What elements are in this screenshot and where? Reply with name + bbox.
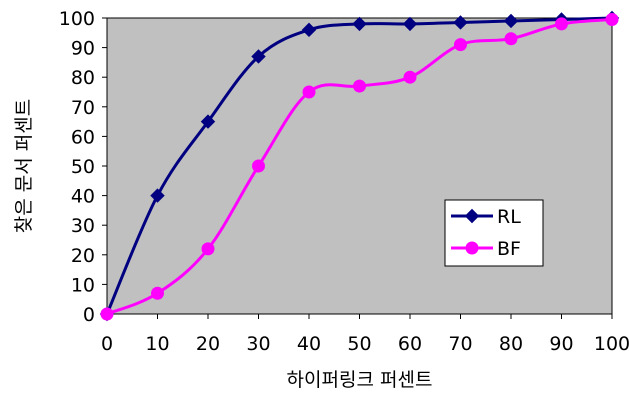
data-point	[503, 13, 519, 29]
data-point	[504, 32, 518, 46]
legend-label: BF	[497, 238, 521, 260]
data-point	[453, 15, 468, 30]
data-point	[150, 188, 165, 203]
y-tick-label: 20	[71, 245, 95, 267]
y-axis-title: 찾은 문서 퍼센트	[13, 99, 35, 233]
legend-swatch-marker	[464, 208, 480, 224]
x-tick-label: 50	[347, 333, 371, 355]
data-point	[252, 159, 265, 173]
x-tick-label: 60	[398, 333, 422, 355]
data-point	[201, 242, 215, 256]
y-tick-label: 100	[59, 8, 95, 30]
series-bf	[100, 12, 619, 321]
data-point	[605, 12, 619, 26]
legend-items: RL BF	[451, 206, 521, 260]
y-tick-label: 10	[71, 274, 95, 296]
data-point	[200, 114, 216, 129]
y-tick-label: 40	[71, 186, 95, 208]
x-tick-label: 30	[246, 333, 270, 355]
x-tick-label: 70	[448, 333, 472, 355]
legend-swatch-marker	[465, 241, 479, 255]
x-tick-label: 40	[297, 333, 321, 355]
data-point	[301, 22, 317, 38]
y-tick-label: 80	[71, 67, 95, 89]
x-axis-title: 하이퍼링크 퍼센트	[287, 369, 433, 391]
plot-area	[106, 17, 613, 315]
x-tick-label: 80	[499, 333, 523, 355]
data-point	[302, 85, 316, 99]
legend-label: RL	[497, 206, 521, 228]
legend-box	[444, 199, 544, 267]
series-layer	[99, 10, 620, 322]
y-tick-label: 30	[71, 215, 95, 237]
data-point	[100, 307, 114, 321]
y-tick-label: 70	[71, 97, 95, 119]
x-tick-label: 90	[549, 333, 573, 355]
data-point	[251, 49, 266, 64]
y-tick-label: 90	[71, 38, 95, 60]
y-axis-ticks: 0 10 20 30 40 50 60 70 80 90 100	[59, 8, 107, 326]
data-point	[402, 16, 418, 32]
data-point	[454, 38, 467, 52]
y-tick-label: 60	[71, 126, 95, 148]
x-tick-label: 20	[196, 333, 220, 355]
legend-item-rl: RL	[451, 206, 521, 228]
x-tick-label: 100	[594, 333, 629, 355]
series-line	[105, 17, 614, 316]
y-tick-label: 50	[71, 156, 95, 178]
legend: RL BF	[444, 199, 544, 267]
data-point	[403, 70, 417, 84]
legend-item-bf: BF	[451, 238, 521, 260]
x-axis-ticks: 0 10 20 30 40 50 60 70 80 90 100	[101, 314, 629, 355]
data-point	[353, 79, 366, 93]
y-tick-label: 0	[83, 304, 95, 326]
data-point	[352, 16, 367, 32]
data-point	[151, 286, 164, 300]
data-point	[555, 17, 568, 31]
x-tick-label: 0	[101, 333, 113, 355]
x-tick-label: 10	[145, 333, 169, 355]
